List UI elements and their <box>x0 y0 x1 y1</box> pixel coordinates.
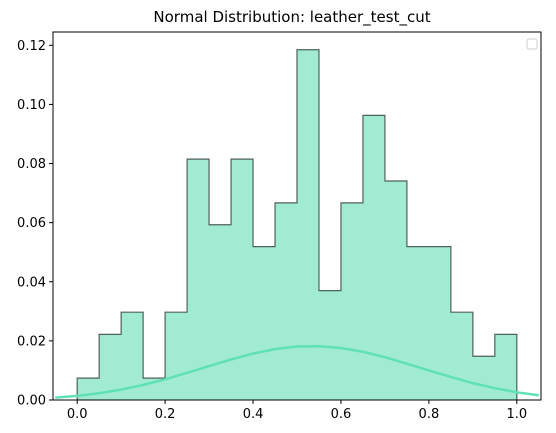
histogram-outline <box>76 49 518 400</box>
y-tick-label: 0.02 <box>17 334 46 349</box>
legend-box <box>526 38 538 50</box>
x-tick-label: 0.4 <box>243 407 264 422</box>
distribution-curve-layer <box>55 344 539 399</box>
histogram-bars <box>76 49 518 401</box>
axes: 0.0 0.2 0.4 0.6 0.8 1.0 0.00 0.02 0.04 0.06 0.08 0.… <box>17 31 542 422</box>
legend <box>526 38 538 50</box>
histogram-bar <box>341 203 363 400</box>
x-tick-label: 0.8 <box>419 407 440 422</box>
histogram-bar <box>209 225 231 400</box>
y-tick-label: 0.04 <box>17 275 46 290</box>
histogram-bar <box>451 312 473 400</box>
histogram-bar <box>187 159 209 400</box>
y-tick-label: 0.08 <box>17 157 46 172</box>
histogram-bar <box>165 312 187 400</box>
x-tick-label: 0.0 <box>67 407 88 422</box>
histogram-bar <box>231 159 253 400</box>
histogram-bar <box>275 203 297 400</box>
histogram-bar <box>385 181 407 400</box>
y-tick-label: 0.06 <box>17 216 46 231</box>
x-tick-label: 0.6 <box>331 407 352 422</box>
histogram-bar <box>407 247 429 400</box>
histogram-bar <box>253 247 275 400</box>
normal-curve <box>55 344 539 399</box>
y-tick-label: 0.00 <box>17 394 46 409</box>
x-tick-label: 0.2 <box>155 407 176 422</box>
y-tick-label: 0.12 <box>17 39 46 54</box>
plot-frame <box>52 31 542 401</box>
x-tick-label: 1.0 <box>506 407 527 422</box>
y-tick-label: 0.10 <box>17 98 46 113</box>
chart-title: Normal Distribution: leather_test_cut <box>153 8 430 27</box>
histogram-bar <box>473 356 495 400</box>
